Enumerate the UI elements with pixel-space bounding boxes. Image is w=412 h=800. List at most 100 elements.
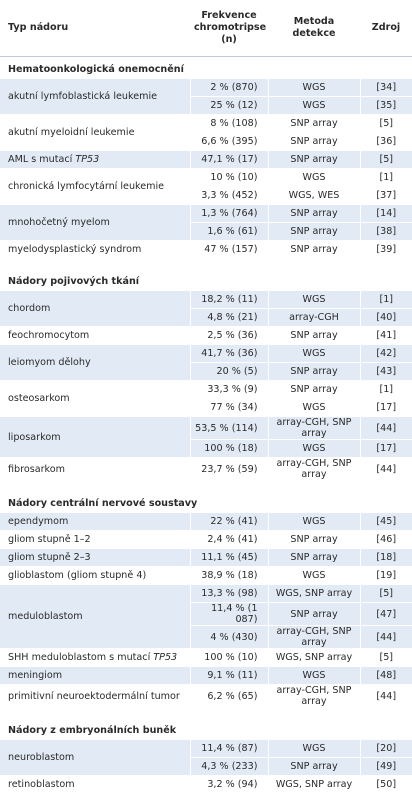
gene-name: TP53 <box>153 652 178 663</box>
header-cell: Frekvence chromotripse (n) <box>190 0 268 57</box>
method: SNP array <box>267 757 360 776</box>
method: SNP array <box>267 548 360 567</box>
source: [5] <box>359 584 412 603</box>
section-row: Nádory z embryonálních buněk <box>0 708 412 741</box>
frequency: 4,3 % (233) <box>189 757 268 776</box>
source: [45] <box>359 513 412 531</box>
tumor-name-text: chordom <box>8 303 51 314</box>
data-row: 4,8 % (21) array-CGH [40] <box>0 308 412 327</box>
frequency: 2 % (870) <box>189 79 268 97</box>
section-row: Hematoonkologická onemocnění <box>0 57 412 80</box>
tumor-name: gliom stupně 1–2 <box>0 530 190 549</box>
tumor-name-text: fibrosarkom <box>8 463 65 475</box>
frequency: 11,1 % (45) <box>189 548 268 567</box>
source: [39] <box>359 240 412 259</box>
section-title: Hematoonkologická onemocnění <box>8 63 184 75</box>
tumor-name-text: gliom stupně 1–2 <box>8 534 91 545</box>
tumor-name-text: osteosarkom <box>8 393 70 404</box>
frequency: 8 % (108) <box>189 114 268 133</box>
method: WGS <box>267 96 360 115</box>
frequency: 25 % (12) <box>189 96 268 115</box>
source: [1] <box>359 380 412 399</box>
data-row: AML s mutací TP53 47,1 % (17) SNP array [5] <box>0 150 412 169</box>
tumor-name: SHH meduloblastom s mutací TP53 <box>0 648 190 667</box>
method: WGS <box>267 740 360 758</box>
tumor-name: neuroblastom <box>0 740 190 776</box>
tumor-name: meningiom <box>0 666 190 685</box>
tumor-name-text: akutní lymfoblastická leukemie <box>8 91 158 102</box>
frequency: 10 % (10) <box>189 168 268 187</box>
tumor-name: glioblastom (gliom stupně 4) <box>0 566 190 585</box>
tumor-name: akutní myeloidní leukemie <box>0 114 190 151</box>
source: [44] <box>359 625 412 649</box>
frequency: 77 % (34) <box>189 398 268 417</box>
tumor-name-text: SHH meduloblastom s mutací <box>8 652 151 663</box>
method: array-CGH, SNP array <box>267 684 360 708</box>
data-row: chronická lymfocytární leukemie 10 % (10)… <box>0 168 412 205</box>
source: [5] <box>359 150 412 169</box>
tumor-name-text: feochromocytom <box>8 330 90 341</box>
data-row: 6,6 % (395) SNP array [36] <box>0 132 412 151</box>
tumor-name: mnohočetný myelom <box>0 204 190 241</box>
source: [43] <box>359 362 412 381</box>
tumor-name-text: meningiom <box>8 670 63 681</box>
tumor-name-text: akutní myeloidní leukemie <box>8 127 135 138</box>
method: SNP array <box>267 204 360 223</box>
tumor-name-text: ependymom <box>8 516 69 527</box>
tumor-name: gliom stupně 2–3 <box>0 548 190 567</box>
source: [1] <box>359 168 412 187</box>
data-row: chordom 18,2 % (11) WGS [1] <box>0 291 412 327</box>
section-row: Nádory centrální nervové soustavy <box>0 481 412 514</box>
method: WGS, SNP array <box>267 775 360 794</box>
tumor-name: liposarkom <box>0 416 190 458</box>
method: array-CGH, SNP array <box>267 625 360 649</box>
method: array-CGH, SNP array <box>267 416 360 440</box>
source: [46] <box>359 530 412 549</box>
data-row: glioblastom (gliom stupně 4) 38,9 % (18) W… <box>0 566 412 585</box>
tumor-name: retinoblastom <box>0 775 190 794</box>
source: [44] <box>359 416 412 440</box>
method: SNP array <box>267 240 360 259</box>
frequency: 4,8 % (21) <box>189 308 268 327</box>
frequency: 1,6 % (61) <box>189 222 268 241</box>
gene-name: TP53 <box>75 154 100 165</box>
method: WGS, SNP array <box>267 584 360 603</box>
method: WGS <box>267 439 360 458</box>
source: [50] <box>359 775 412 794</box>
tumor-name-text: retinoblastom <box>8 779 75 790</box>
source: [37] <box>359 186 412 205</box>
method: WGS, SNP array <box>267 648 360 667</box>
tumor-name-text: primitivní neuroektodermální tumor <box>8 690 180 702</box>
tumor-name: AML s mutací TP53 <box>0 150 190 169</box>
source: [19] <box>359 566 412 585</box>
method: SNP array <box>267 222 360 241</box>
tumor-name-text: liposarkom <box>8 431 61 443</box>
source: [36] <box>359 132 412 151</box>
tumor-name: primitivní neuroektodermální tumor <box>0 684 190 708</box>
frequency: 100 % (10) <box>189 648 268 667</box>
source: [47] <box>359 602 412 626</box>
data-row: 20 % (5) SNP array [43] <box>0 362 412 381</box>
section-row: Nádory pojivových tkání <box>0 259 412 292</box>
source: [48] <box>359 666 412 685</box>
tumor-name: chronická lymfocytární leukemie <box>0 168 190 205</box>
frequency: 2,4 % (41) <box>189 530 268 549</box>
method: WGS <box>267 666 360 685</box>
frequency: 33,3 % (9) <box>189 380 268 399</box>
table-body: Hematoonkologická onemocnění akutní lymfo… <box>0 57 412 794</box>
method: SNP array <box>267 132 360 151</box>
method: SNP array <box>267 326 360 345</box>
data-row: osteosarkom 33,3 % (9) SNP array [1] <box>0 380 412 417</box>
data-row: SHH meduloblastom s mutací TP53 100 % (10… <box>0 648 412 667</box>
frequency: 3,3 % (452) <box>189 186 268 205</box>
source: [40] <box>359 308 412 327</box>
data-row: meningiom 9,1 % (11) WGS [48] <box>0 666 412 685</box>
data-row: gliom stupně 2–3 11,1 % (45) SNP array [18] <box>0 548 412 567</box>
frequency: 13,3 % (98) <box>189 584 268 603</box>
frequency: 41,7 % (36) <box>189 344 268 363</box>
frequency: 53,5 % (114) <box>189 416 268 440</box>
tumor-name-text: chronická lymfocytární leukemie <box>8 181 165 192</box>
data-row: akutní lymfoblastická leukemie 2 % (870) W… <box>0 79 412 115</box>
frequency: 20 % (5) <box>189 362 268 381</box>
tumor-name-text: myelodysplastický syndrom <box>8 244 142 255</box>
